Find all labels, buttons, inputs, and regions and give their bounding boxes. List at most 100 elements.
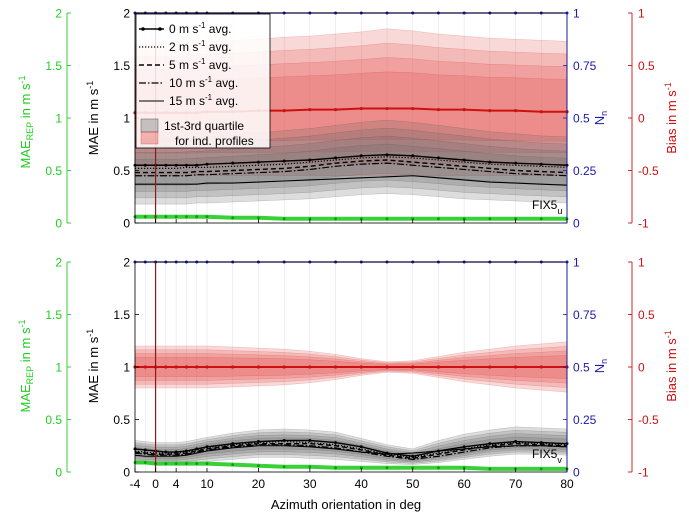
bias-point [282,365,286,369]
x-tick-label: 80 [560,477,574,491]
bottom-left-outer-label: MAEREP in m s-1 [17,320,35,413]
legend-label: 10 m s-1 avg. [169,75,238,90]
mae-rep-point [462,217,466,221]
mae-rep-point [195,462,199,465]
bias-tick-label: 0 [638,361,645,375]
mae-rep-point [143,461,147,464]
mae-series-line [135,156,568,169]
bias-point [359,106,363,111]
x-tick-label: 10 [200,477,214,491]
mae-rep-point [334,466,337,470]
bias-point [282,109,286,113]
static-text-group: MAEREP in m s-1 MAE in m s-1 Nn Bias in … [17,76,679,513]
bias-point [205,365,209,369]
y-tick-label: 1 [123,112,130,126]
mae-rep-point [308,217,312,221]
nn-tick-label: 0.75 [573,59,597,73]
bias-point [385,106,389,111]
legend-label-sup: -1 [205,75,213,84]
mae-series-point [514,161,518,165]
bias-point [539,365,543,369]
mae-series-point [359,154,363,158]
x-tick-label: -4 [130,477,141,491]
y-tick-label: 0.5 [113,413,130,427]
mae-series-point [411,154,415,158]
mae-series-point [308,439,312,442]
mae-series-line [134,445,568,457]
x-tick-label: 50 [406,477,420,491]
mae-series-point [385,153,389,157]
x-tick-label: 30 [303,477,317,491]
mae-series-point [462,158,466,162]
mae-rep-tick-label: 2 [55,256,62,270]
mae-series-point [164,163,168,167]
mae-series-point [334,156,338,160]
nn-tick-label: 0.5 [573,361,590,375]
legend-swatch-dot [141,27,145,31]
bias-point [488,365,492,369]
mae-series-point [184,163,188,167]
y-tick-label: 1 [123,361,130,375]
bias-tick-label: 0.5 [638,59,655,73]
nn-tick-label: 0 [573,466,580,480]
legend-label-suffix: avg. [205,22,231,36]
legend-quartile-swatch-grey [140,118,159,133]
mae-series-line [135,159,568,174]
mae-rep-point [462,466,466,470]
legend-swatch-dot [158,27,162,31]
y-tick-label: 2 [123,7,130,21]
mae-series-line [135,154,568,166]
mae-rep-point [359,466,363,470]
mae-rep-point [308,465,312,469]
bias-tick-label: -0.5 [638,164,659,178]
mae-series-point [359,445,363,449]
x-tick-label: 40 [355,477,369,491]
legend: 0 m s-1 avg. 2 m s-1 avg. 5 m s-1 avg. 10 m… [135,13,271,149]
nn-tick-label: 0 [573,217,580,231]
mae-series-point [282,159,286,163]
legend-label-sup: -1 [198,21,206,30]
bias-point [359,365,363,369]
mae-rep-line [135,214,567,221]
nn-tick-label: 0.5 [573,112,590,126]
bias-point [411,365,415,369]
mae-rep-point [257,216,260,220]
mae-rep-point [282,465,286,469]
mae-rep-point [539,467,543,471]
mae-rep-tick-label: 0 [55,466,62,480]
mae-series-line [135,162,568,177]
legend-quartile-swatch-red [140,131,159,145]
x-tick-label: 0 [152,477,159,491]
mae-series-point [205,445,209,449]
bias-point [231,365,235,369]
bias-point [308,365,312,369]
nn-tick-label: 1 [573,7,580,21]
mae-series-point [334,441,338,445]
mae-rep-point [164,462,168,465]
legend-label-sup: -1 [198,57,206,66]
top-left-outer-label: MAEREP in m s-1 [17,76,35,169]
top-right-inner-label: Nn [592,111,609,125]
mae-rep-point [488,467,492,471]
bias-point [539,110,543,114]
mae-series-point [411,454,415,458]
bias-tick-label: -1 [638,217,649,231]
x-tick-label: 60 [457,477,471,491]
mae-series-point [462,445,466,449]
bias-point [333,108,338,112]
legend-label-suffix: avg. [212,76,238,90]
mae-series-point [436,156,440,160]
bias-tick-label: 0 [638,112,645,126]
mae-series-point [308,158,312,162]
bias-point [174,365,178,369]
bias-tick-label: -1 [638,466,649,480]
mae-rep-tick-label: 1 [55,361,62,375]
bias-point [462,365,466,369]
legend-label-sup: -1 [198,39,206,48]
y-tick-label: 0 [123,217,130,231]
x-tick-label: 20 [252,477,266,491]
mae-rep-point [359,217,363,221]
bottom-right-inner-label: Nn [592,359,609,373]
y-tick-label: 1.5 [113,308,130,322]
